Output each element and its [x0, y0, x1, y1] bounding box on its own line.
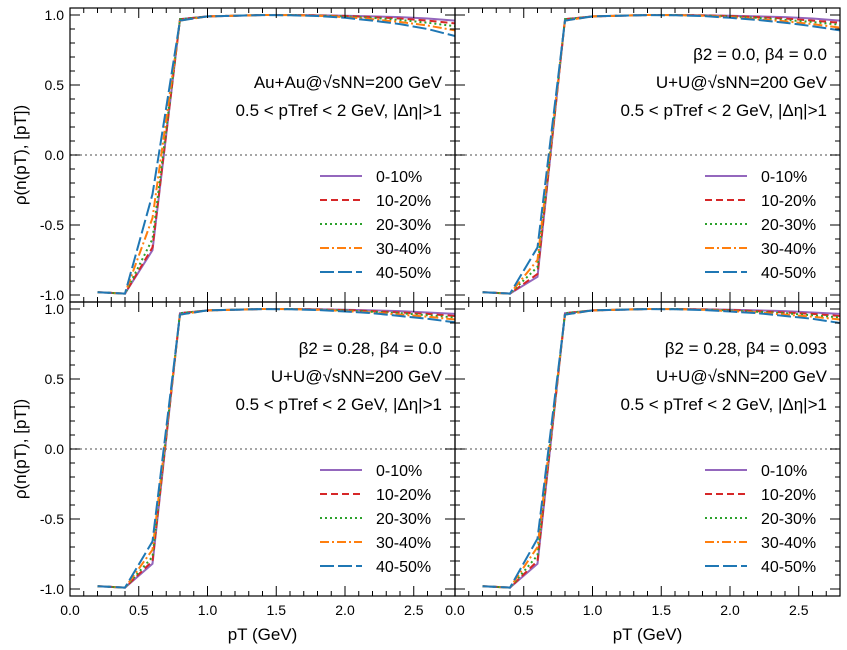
panel-2: β2 = 0.0, β4 = 0.0 U+U@√sNN=200 GeV 0.5 < … [454, 7, 841, 303]
x-tick-label: 1.5 [652, 602, 672, 618]
y-tick-label: 0.5 [45, 77, 65, 93]
y-tick-label: 0.0 [45, 147, 65, 163]
y-tick-label: -1.0 [40, 581, 64, 597]
legend-label: 10-20% [376, 193, 431, 210]
x-tick-label: 0.5 [129, 602, 149, 618]
annotation-text: Au+Au@√sNN=200 GeV [254, 73, 443, 92]
plot-area: -1.0 -0.5 0.0 0.5 1.0 ρ(n(pT), [pT]) Au+Au@√sN… [11, 7, 841, 644]
x-tick-label: 2.5 [789, 602, 809, 618]
legend-label: 40-50% [376, 265, 431, 282]
y-tick-label: 0.0 [45, 441, 65, 457]
legend-label: 30-40% [376, 241, 431, 258]
legend-label: 0-10% [761, 463, 807, 480]
legend-label: 30-40% [761, 241, 816, 258]
panel-1: -1.0 -0.5 0.0 0.5 1.0 ρ(n(pT), [pT]) Au+Au@√sN… [11, 7, 456, 303]
legend-label: 10-20% [761, 487, 816, 504]
legend-label: 0-10% [376, 463, 422, 480]
legend-label: 0-10% [761, 169, 807, 186]
x-tick-label: 1.5 [267, 602, 287, 618]
annotation-text: β2 = 0.0, β4 = 0.0 [693, 45, 827, 64]
annotation-text: 0.5 < pTref < 2 GeV, |Δη|>1 [235, 101, 442, 120]
legend-label: 40-50% [376, 559, 431, 576]
legend-label: 20-30% [376, 217, 431, 234]
annotation-text: U+U@√sNN=200 GeV [656, 367, 828, 386]
y-tick-label: 0.5 [45, 371, 65, 387]
annotation-text: β2 = 0.28, β4 = 0.093 [665, 339, 827, 358]
panel-4: 0.0 0.5 1.0 1.5 2.0 2.5 pT (GeV) β2 = 0.28, β4 … [445, 301, 841, 644]
legend-label: 20-30% [761, 217, 816, 234]
y-axis-label: ρ(n(pT), [pT]) [11, 105, 30, 205]
y-tick-label: 1.0 [45, 301, 65, 317]
x-axis-label: pT (GeV) [613, 625, 683, 644]
annotation-text: U+U@√sNN=200 GeV [656, 73, 828, 92]
legend-label: 30-40% [376, 535, 431, 552]
x-tick-label: 2.5 [404, 602, 424, 618]
x-tick-label: 2.0 [720, 602, 740, 618]
y-axis-label: ρ(n(pT), [pT]) [11, 399, 30, 499]
annotation-text: β2 = 0.28, β4 = 0.0 [299, 339, 442, 358]
legend-label: 40-50% [761, 559, 816, 576]
x-axis-label: pT (GeV) [228, 625, 298, 644]
legend-label: 20-30% [761, 511, 816, 528]
x-tick-label: 2.0 [335, 602, 355, 618]
legend-label: 0-10% [376, 169, 422, 186]
legend-label: 10-20% [761, 193, 816, 210]
x-tick-label: 0.0 [60, 602, 80, 618]
x-tick-label: 0.5 [514, 602, 534, 618]
annotation-text: 0.5 < pTref < 2 GeV, |Δη|>1 [620, 101, 827, 120]
annotation-text: U+U@√sNN=200 GeV [271, 367, 443, 386]
annotation-text: 0.5 < pTref < 2 GeV, |Δη|>1 [620, 395, 827, 414]
x-tick-label: 1.0 [198, 602, 218, 618]
x-tick-label: 1.0 [583, 602, 603, 618]
x-tick-label: 0.0 [445, 602, 465, 618]
y-tick-label: -0.5 [40, 511, 64, 527]
y-tick-label: 1.0 [45, 7, 65, 23]
annotation-text: 0.5 < pTref < 2 GeV, |Δη|>1 [235, 395, 442, 414]
legend-label: 10-20% [376, 487, 431, 504]
legend-label: 30-40% [761, 535, 816, 552]
legend-label: 40-50% [761, 265, 816, 282]
panel-3: -1.0 -0.5 0.0 0.5 1.0 ρ(n(pT), [pT]) 0.0 0.5 1.0… [11, 301, 456, 644]
y-tick-label: -0.5 [40, 217, 64, 233]
y-tick-label: -1.0 [40, 287, 64, 303]
legend-label: 20-30% [376, 511, 431, 528]
